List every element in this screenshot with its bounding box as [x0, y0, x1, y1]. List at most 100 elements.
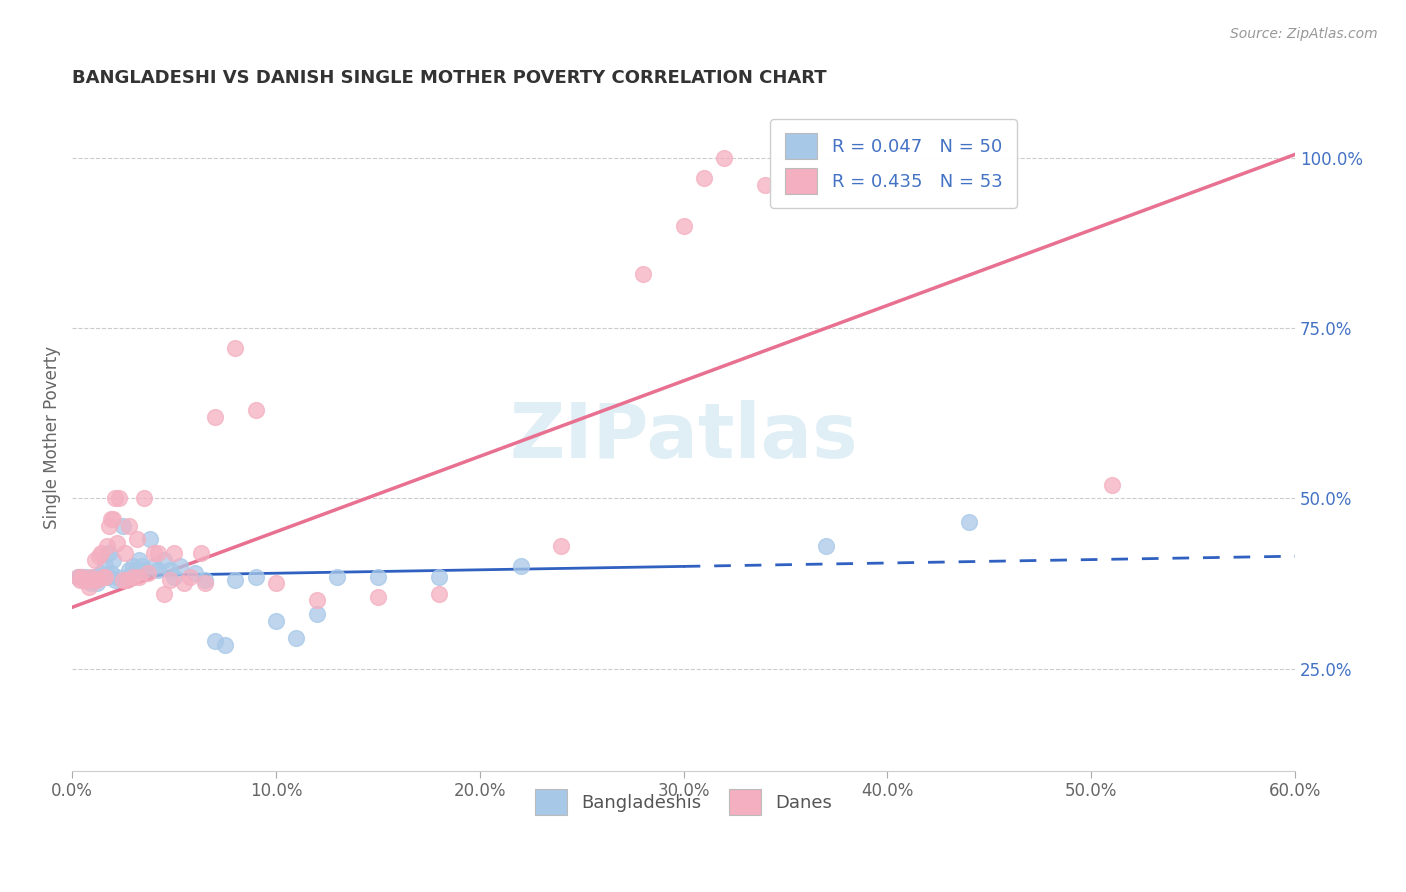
Point	[173, 576, 195, 591]
Point	[142, 546, 165, 560]
Point	[713, 151, 735, 165]
Point	[214, 638, 236, 652]
Point	[77, 573, 100, 587]
Point	[509, 559, 531, 574]
Text: ZIPatlas: ZIPatlas	[509, 400, 858, 474]
Point	[122, 569, 145, 583]
Point	[159, 573, 181, 587]
Point	[127, 532, 149, 546]
Point	[146, 546, 169, 560]
Point	[1101, 477, 1123, 491]
Point	[82, 569, 104, 583]
Point	[100, 566, 122, 581]
Point	[190, 546, 212, 560]
Y-axis label: Single Mother Poverty: Single Mother Poverty	[44, 345, 60, 529]
Point	[83, 573, 105, 587]
Point	[169, 559, 191, 574]
Point	[245, 402, 267, 417]
Point	[72, 569, 94, 583]
Point	[305, 607, 328, 621]
Point	[73, 573, 96, 587]
Point	[194, 573, 217, 587]
Point	[224, 342, 246, 356]
Point	[105, 569, 128, 583]
Point	[101, 512, 124, 526]
Point	[73, 573, 96, 587]
Point	[264, 576, 287, 591]
Point	[672, 219, 695, 233]
Point	[82, 573, 104, 587]
Point	[76, 569, 98, 583]
Point	[67, 569, 90, 583]
Point	[142, 559, 165, 574]
Point	[153, 587, 176, 601]
Point	[72, 569, 94, 583]
Point	[367, 569, 389, 583]
Point	[631, 267, 654, 281]
Point	[163, 569, 186, 583]
Point	[138, 532, 160, 546]
Point	[105, 535, 128, 549]
Point	[90, 566, 112, 581]
Point	[87, 569, 110, 583]
Point	[96, 569, 118, 583]
Point	[136, 566, 159, 581]
Point	[146, 563, 169, 577]
Point	[83, 552, 105, 566]
Point	[285, 631, 308, 645]
Point	[97, 546, 120, 560]
Point	[326, 569, 349, 583]
Point	[127, 563, 149, 577]
Point	[224, 573, 246, 587]
Point	[122, 559, 145, 574]
Point	[204, 409, 226, 424]
Point	[108, 491, 131, 506]
Point	[153, 552, 176, 566]
Point	[264, 614, 287, 628]
Point	[91, 569, 114, 583]
Point	[550, 539, 572, 553]
Point	[693, 171, 716, 186]
Point	[79, 576, 101, 591]
Point	[104, 573, 127, 587]
Point	[86, 573, 108, 587]
Point	[101, 552, 124, 566]
Legend: Bangladeshis, Danes: Bangladeshis, Danes	[527, 781, 839, 822]
Point	[163, 546, 186, 560]
Point	[94, 569, 117, 583]
Point	[427, 569, 450, 583]
Point	[183, 566, 205, 581]
Point	[117, 569, 139, 583]
Point	[118, 518, 141, 533]
Point	[67, 569, 90, 583]
Point	[117, 573, 139, 587]
Point	[815, 539, 838, 553]
Point	[194, 576, 217, 591]
Point	[128, 552, 150, 566]
Text: Source: ZipAtlas.com: Source: ZipAtlas.com	[1230, 27, 1378, 41]
Point	[754, 178, 776, 192]
Point	[79, 569, 101, 583]
Point	[112, 518, 135, 533]
Point	[90, 546, 112, 560]
Point	[100, 512, 122, 526]
Point	[87, 549, 110, 564]
Point	[77, 580, 100, 594]
Point	[118, 563, 141, 577]
Point	[132, 563, 155, 577]
Point	[91, 569, 114, 583]
Point	[114, 546, 136, 560]
Point	[76, 573, 98, 587]
Point	[94, 559, 117, 574]
Point	[131, 559, 153, 574]
Point	[69, 569, 91, 583]
Point	[86, 576, 108, 591]
Point	[305, 593, 328, 607]
Point	[132, 491, 155, 506]
Point	[245, 569, 267, 583]
Text: BANGLADESHI VS DANISH SINGLE MOTHER POVERTY CORRELATION CHART: BANGLADESHI VS DANISH SINGLE MOTHER POVE…	[72, 69, 827, 87]
Point	[97, 518, 120, 533]
Point	[204, 634, 226, 648]
Point	[112, 573, 135, 587]
Point	[104, 491, 127, 506]
